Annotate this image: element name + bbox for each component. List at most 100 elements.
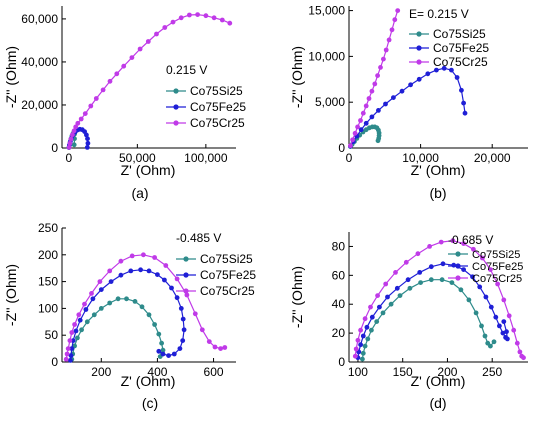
data-point xyxy=(138,267,144,273)
x-tick-label: 50,000 xyxy=(119,151,156,165)
data-point xyxy=(174,295,180,301)
data-point xyxy=(368,304,373,310)
data-point xyxy=(137,46,143,52)
x-tick-label: 600 xyxy=(204,365,224,379)
data-point xyxy=(500,330,506,336)
data-point xyxy=(438,239,444,245)
data-point xyxy=(389,27,395,33)
data-point xyxy=(381,56,386,62)
data-point xyxy=(211,15,217,21)
data-point xyxy=(155,272,160,277)
data-point xyxy=(90,296,96,302)
data-point xyxy=(491,339,497,345)
legend-entry: Co75Si25 xyxy=(433,27,486,41)
data-point xyxy=(385,294,390,300)
data-point xyxy=(69,346,75,351)
data-point xyxy=(388,301,394,307)
series-line xyxy=(361,279,495,360)
data-point xyxy=(146,268,152,274)
data-point xyxy=(108,279,114,284)
data-point xyxy=(363,103,369,109)
series-Co75Cr25 xyxy=(63,252,228,362)
legend-swatch-marker xyxy=(183,272,189,278)
data-point xyxy=(397,293,403,298)
data-point xyxy=(495,281,500,287)
data-point xyxy=(488,267,493,272)
data-point xyxy=(461,100,466,106)
data-point xyxy=(360,356,365,362)
data-point xyxy=(222,345,228,350)
data-point xyxy=(348,143,353,149)
data-point xyxy=(129,253,135,259)
data-point xyxy=(415,251,421,257)
y-tick-label: 150 xyxy=(38,275,58,289)
voltage-annotation: E= 0.215 V xyxy=(409,7,469,21)
series-Co75Fe25 xyxy=(68,267,187,363)
legend-entry: Co75Cr25 xyxy=(190,116,245,130)
data-point xyxy=(181,327,187,333)
data-point xyxy=(383,281,389,287)
y-tick-label: 40 xyxy=(332,297,346,311)
y-tick-label: 50 xyxy=(45,328,59,342)
data-point xyxy=(68,353,74,358)
legend-swatch-marker xyxy=(455,251,461,257)
data-point xyxy=(375,293,380,298)
data-point xyxy=(128,268,134,274)
legend-swatch-marker xyxy=(183,288,189,294)
data-point xyxy=(162,277,167,283)
data-point xyxy=(352,353,358,359)
data-point xyxy=(521,355,526,361)
legend-swatch-marker xyxy=(183,256,189,262)
data-point xyxy=(428,264,434,270)
data-point xyxy=(73,124,79,130)
data-point xyxy=(369,314,375,320)
data-point xyxy=(88,103,94,109)
data-point xyxy=(75,335,80,341)
data-point xyxy=(199,327,205,333)
data-point xyxy=(212,344,218,350)
data-point xyxy=(369,114,375,120)
data-point xyxy=(470,274,475,280)
x-axis-label: Z' (Ohm) xyxy=(411,162,466,178)
data-point xyxy=(145,39,151,44)
data-point xyxy=(355,337,361,343)
data-point xyxy=(154,31,159,37)
data-point xyxy=(471,246,476,252)
data-point xyxy=(439,277,445,283)
data-point xyxy=(75,120,81,126)
legend-entry: Co75Cr25 xyxy=(472,273,522,285)
data-point xyxy=(386,37,392,43)
data-point xyxy=(107,78,113,84)
data-point xyxy=(427,244,432,249)
data-point xyxy=(352,130,358,136)
data-point xyxy=(488,343,493,349)
data-point xyxy=(458,287,464,293)
data-point xyxy=(98,287,104,292)
data-point xyxy=(177,346,183,351)
panel-label: (d) xyxy=(429,395,446,411)
data-point xyxy=(89,291,94,296)
panel-label: (a) xyxy=(131,185,148,201)
data-point xyxy=(180,338,186,343)
data-point xyxy=(369,327,374,333)
data-point xyxy=(83,307,89,312)
data-point xyxy=(482,333,488,339)
x-axis-label: Z' (Ohm) xyxy=(411,373,466,389)
y-axis-label: -Z'' (Ohm) xyxy=(3,264,19,326)
data-point xyxy=(440,261,446,267)
data-point xyxy=(366,96,372,101)
data-point xyxy=(98,306,104,311)
data-point xyxy=(403,259,409,265)
data-point xyxy=(76,312,82,318)
legend-entry: Co75Si25 xyxy=(190,84,243,98)
data-point xyxy=(417,270,423,275)
data-point xyxy=(362,343,368,349)
data-point xyxy=(441,65,447,71)
data-point xyxy=(350,137,355,143)
data-point xyxy=(511,327,517,333)
panel-a: 0 20,000 40,000 60,000 0 50,000 100,000 Z' (Ohm… xyxy=(3,6,246,201)
data-point xyxy=(77,317,83,323)
data-point xyxy=(459,87,464,93)
y-tick-label: 5,000 xyxy=(315,95,345,109)
